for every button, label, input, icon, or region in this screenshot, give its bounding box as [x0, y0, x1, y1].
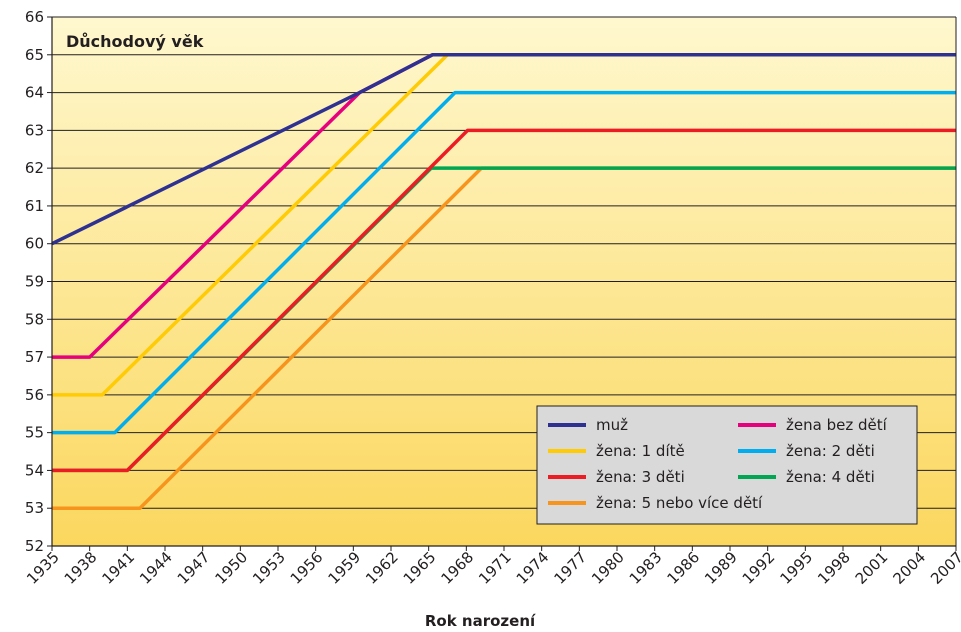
x-tick-label: 1959: [324, 548, 364, 588]
x-tick-label: 1980: [588, 548, 628, 588]
x-tick-label: 1944: [136, 548, 176, 588]
x-tick-label: 1962: [362, 548, 402, 588]
legend-label: žena bez dětí: [786, 416, 888, 434]
y-tick-label: 55: [25, 424, 44, 442]
x-tick-label: 2007: [927, 548, 961, 588]
series-line-mu-: [51, 53, 956, 246]
y-tick-label: 65: [25, 46, 44, 64]
y-tick-label: 60: [25, 235, 44, 253]
y-tick-label: 63: [25, 121, 44, 139]
x-tick-label: 1986: [663, 548, 703, 588]
x-tick-label: 1968: [437, 548, 477, 588]
x-tick-label: 1998: [814, 548, 854, 588]
y-tick-label: 62: [25, 159, 44, 177]
legend-label: žena: 3 děti: [596, 468, 685, 486]
series-lines: [51, 53, 956, 510]
legend-label: žena: 1 dítě: [596, 442, 685, 460]
series-line--ena-3-d-ti: [52, 128, 956, 473]
legend: muž žena bez dětí žena: 1 dítě žena: 2 děti…: [536, 405, 918, 525]
x-tick-label: 1995: [776, 548, 816, 588]
x-tick-label: 2001: [852, 548, 892, 588]
x-tick-label: 1983: [626, 548, 666, 588]
x-tick-label: 1950: [211, 548, 251, 588]
chart-title: Důchodový věk: [66, 32, 204, 51]
legend-label: žena: 5 nebo více dětí: [596, 494, 763, 512]
x-tick-label: 1956: [287, 548, 327, 588]
y-tick-label: 53: [25, 499, 44, 517]
x-tick-label: 1989: [701, 548, 741, 588]
y-tick-label: 61: [25, 197, 44, 215]
x-tick-label: 1971: [475, 548, 515, 588]
x-tick-label: 2004: [889, 548, 929, 588]
x-axis-label: Rok narození: [425, 612, 536, 630]
x-tick-label: 1941: [98, 548, 138, 588]
legend-label: žena: 2 děti: [786, 442, 875, 460]
y-tick-label: 52: [25, 537, 44, 555]
x-tick-label: 1938: [61, 548, 101, 588]
legend-box: [536, 405, 918, 525]
x-tick-label: 1992: [739, 548, 779, 588]
legend-label: žena: 4 děti: [786, 468, 875, 486]
x-tick-label: 1953: [249, 548, 289, 588]
legend-label: muž: [596, 416, 628, 434]
y-tick-label: 66: [25, 8, 44, 26]
y-tick-label: 54: [25, 461, 44, 479]
x-tick-label: 1965: [400, 548, 440, 588]
y-tick-label: 56: [25, 386, 44, 404]
x-tick-label: 1947: [174, 548, 214, 588]
y-tick-label: 64: [25, 84, 44, 102]
series-line--ena-2-d-ti: [52, 90, 956, 435]
x-tick-label: 1974: [513, 548, 553, 588]
y-tick-label: 59: [25, 273, 44, 291]
y-tick-label: 58: [25, 310, 44, 328]
y-tick-label: 57: [25, 348, 44, 366]
x-tick-label: 1977: [550, 548, 590, 588]
